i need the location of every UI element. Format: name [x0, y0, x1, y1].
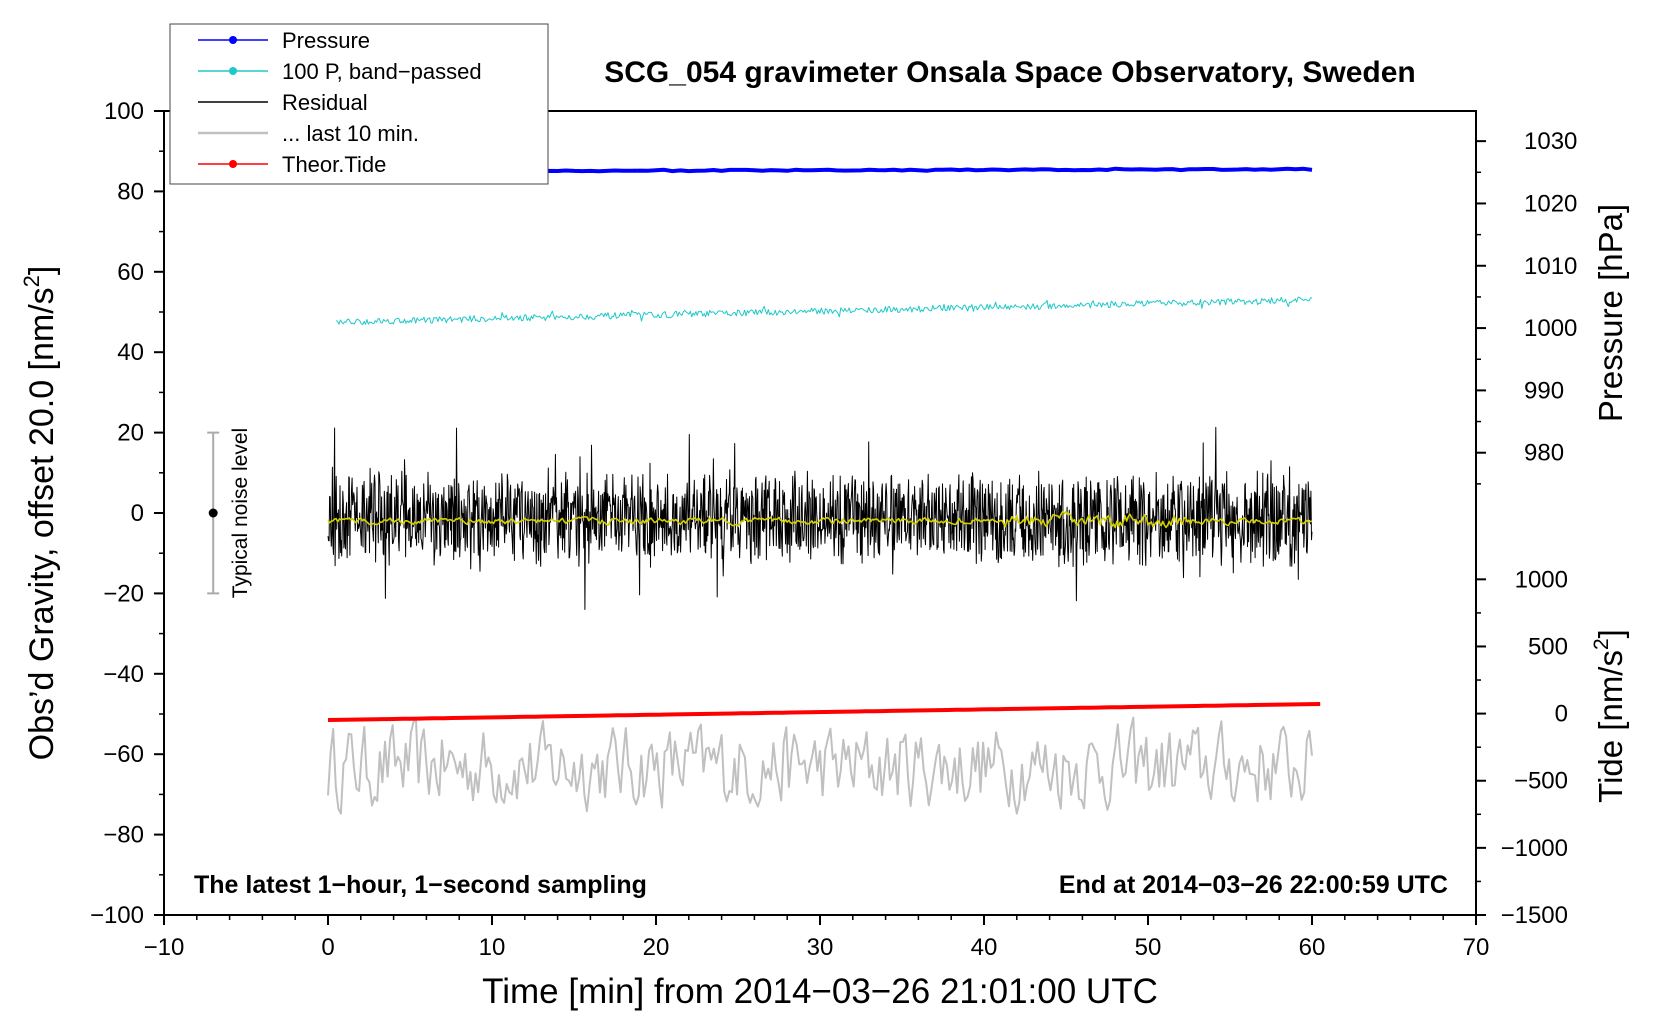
x-tick-label: 0: [321, 934, 334, 961]
tide-tick-label: 0: [1555, 701, 1568, 728]
x-tick-label: 60: [1299, 934, 1326, 961]
tide-tick-label: −1500: [1501, 902, 1568, 929]
legend-entry: 100 P, band−passed: [198, 59, 482, 84]
y-tick-label: 20: [117, 420, 144, 447]
y-tick-label: −40: [103, 661, 144, 688]
pressure-tick-label: 1020: [1524, 190, 1577, 217]
x-tick-label: 70: [1463, 934, 1490, 961]
x-tick-label: 40: [971, 934, 998, 961]
legend-box: [169, 23, 549, 185]
tide-tick-label: 1000: [1515, 566, 1568, 593]
y-axis-label-tide: Tide [nm/s2]: [1590, 629, 1629, 803]
x-tick-label: 10: [479, 934, 506, 961]
y-tick-label: 100: [104, 98, 144, 125]
series-layer: [327, 166, 1321, 815]
pressure-tick-label: 1000: [1524, 315, 1577, 342]
legend-marker: [229, 160, 237, 168]
y-axis-label-pressure: Pressure [hPa]: [1592, 204, 1629, 422]
y-tick-label: −60: [103, 741, 144, 768]
legend-entry: ... last 10 min.: [198, 121, 419, 146]
y-tick-label: 0: [131, 500, 144, 527]
legend-label: ... last 10 min.: [282, 121, 419, 146]
series-last-10-min: [327, 716, 1313, 815]
noise-bar-center-dot: [208, 508, 218, 518]
x-tick-label: 50: [1135, 934, 1162, 961]
tide-tick-label: −500: [1514, 768, 1568, 795]
sampling-note: The latest 1−hour, 1−second sampling: [194, 871, 647, 899]
legend-entry: Pressure: [198, 28, 370, 53]
x-tick-label: 30: [807, 934, 834, 961]
legend-marker: [229, 67, 237, 75]
y-tick-label: −80: [103, 822, 144, 849]
noise-level-indicator: [207, 431, 220, 595]
axes-layer: −10 0 10 20 30 40 50 60 70−100−80−60−40−20020406…: [90, 98, 1577, 961]
y-axis-label-main: Obs’d Gravity, offset 20.0 [nm/s2]: [19, 266, 61, 761]
x-tick-label: −10: [144, 934, 185, 961]
pressure-tick-label: 990: [1524, 377, 1564, 404]
legend-label: 100 P, band−passed: [282, 59, 482, 84]
pressure-tick-label: 1030: [1524, 128, 1577, 155]
x-tick-label: 20: [643, 934, 670, 961]
pressure-tick-label: 980: [1524, 440, 1564, 467]
legend-label: Residual: [282, 90, 368, 115]
legend-entry: Residual: [198, 90, 368, 115]
series-100-p-band-passed: [335, 296, 1313, 326]
legend-marker: [229, 36, 237, 44]
legend-label: Theor.Tide: [282, 152, 386, 177]
y-tick-label: −100: [90, 902, 144, 929]
legend: Pressure 100 P, band−passed Residual ... la…: [169, 23, 549, 185]
y-tick-label: −20: [103, 580, 144, 607]
tide-tick-label: −1000: [1501, 835, 1568, 862]
y-tick-label: 60: [117, 259, 144, 286]
chart-title: SCG_054 gravimeter Onsala Space Observat…: [604, 56, 1416, 89]
end-time-note: End at 2014−03−26 22:00:59 UTC: [1059, 871, 1448, 899]
x-axis-label: Time [min] from 2014−03−26 21:01:00 UTC: [482, 972, 1158, 1011]
tide-tick-label: 500: [1528, 633, 1568, 660]
legend-entry: Theor.Tide: [198, 152, 386, 177]
pressure-tick-label: 1010: [1524, 253, 1577, 280]
series-residual: [327, 426, 1313, 610]
series-smoothed-residual: [327, 510, 1313, 529]
series-theor-tide: [327, 702, 1321, 722]
legend-label: Pressure: [282, 28, 370, 53]
noise-level-label: Typical noise level: [229, 428, 252, 598]
y-tick-label: 80: [117, 178, 144, 205]
y-tick-label: 40: [117, 339, 144, 366]
